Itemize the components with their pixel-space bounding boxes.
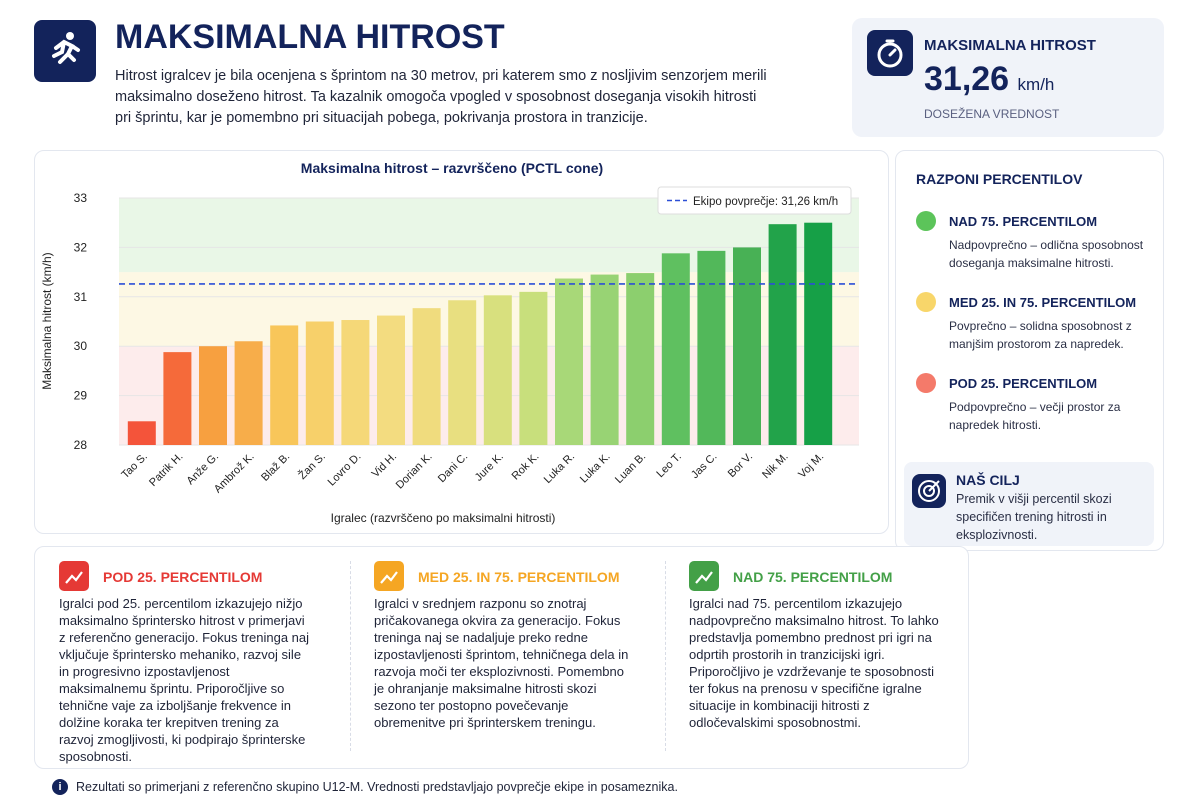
x-tick-label: Lovro D.	[326, 451, 364, 489]
percentiles-title: RAZPONI PERCENTILOV	[916, 171, 1083, 187]
x-tick-label: Žan S.	[296, 450, 328, 482]
note-text: Igralci pod 25. percentilom izkazujejo n…	[59, 596, 310, 764]
note-divider	[350, 561, 351, 751]
header-icon	[34, 20, 96, 82]
percentile-title: POD 25. PERCENTILOM	[949, 376, 1098, 391]
x-tick-label: Rok K.	[510, 451, 542, 483]
goal-text: Premik v višji percentil skozi specifiče…	[956, 492, 1112, 542]
page-title: MAKSIMALNA HITROST	[115, 18, 505, 56]
y-tick-label: 33	[74, 191, 88, 205]
note-icon	[689, 561, 719, 591]
bar	[768, 224, 797, 445]
percentile-text: Nadpovprečno – odlična sposobnost dosega…	[949, 238, 1144, 270]
notes-card: POD 25. PERCENTILOM Igralci pod 25. perce…	[34, 546, 969, 769]
summary-caption: DOSEŽENA VREDNOST	[924, 107, 1060, 121]
x-tick-label: Patrik H.	[147, 451, 185, 489]
bar	[697, 250, 726, 445]
page-description: Hitrost igralcev je bila ocenjena s špri…	[115, 68, 767, 126]
bar	[661, 253, 690, 445]
trend-icon	[695, 571, 713, 584]
x-tick-label: Tao S.	[119, 451, 150, 482]
note-icon	[59, 561, 89, 591]
target-icon	[912, 474, 946, 508]
note-icon	[374, 561, 404, 591]
summary-title: MAKSIMALNA HITROST	[924, 37, 1096, 54]
legend-box	[657, 186, 852, 215]
percentiles-card: RAZPONI PERCENTILOV NAD 75. PERCENTILOM N…	[895, 150, 1164, 551]
runner-icon	[52, 32, 80, 64]
summary-value-row: 31,26 km/h	[924, 60, 1054, 99]
x-tick-label: Luan B.	[613, 451, 648, 486]
y-tick-label: 28	[74, 438, 88, 452]
chart-title: Maksimalna hitrost – razvrščeno (PCTL co…	[301, 160, 603, 176]
summary-card: MAKSIMALNA HITROST 31,26 km/h DOSEŽENA V…	[852, 18, 1164, 137]
chart: Maksimalna hitrost – razvrščeno (PCTL co…	[40, 160, 859, 525]
percentile-dot	[916, 211, 936, 231]
footer-note: Rezultati so primerjani z referenčno sku…	[76, 780, 678, 794]
goal-title: NAŠ CILJ	[956, 472, 1020, 488]
x-tick-label: Jure K.	[473, 451, 506, 484]
bar	[590, 274, 619, 445]
percentile-text: Povprečno – solidna sposobnost z manjšim…	[949, 319, 1132, 351]
x-tick-label: Luka K.	[578, 451, 613, 486]
note-text: Igralci v srednjem razponu so znotraj pr…	[374, 596, 629, 730]
bar	[377, 315, 405, 445]
bar	[127, 421, 156, 445]
summary-unit: km/h	[1017, 75, 1055, 94]
y-tick-label: 32	[74, 240, 88, 254]
chart-card: Maksimalna hitrost – razvrščeno (PCTL co…	[34, 150, 889, 534]
stopwatch-icon	[867, 30, 913, 76]
bar	[733, 247, 761, 445]
bar	[519, 291, 548, 445]
y-tick-label: 29	[74, 389, 88, 403]
bar	[804, 222, 833, 445]
bar	[163, 352, 192, 445]
bar	[305, 321, 334, 445]
bar	[555, 278, 583, 445]
bar	[626, 273, 655, 445]
x-tick-label: Dorian K.	[394, 451, 435, 492]
note-divider	[665, 561, 666, 751]
percentile-dot	[916, 292, 936, 312]
note-title: MED 25. IN 75. PERCENTILOM	[418, 569, 620, 585]
goal-box: NAŠ CILJ Premik v višji percentil skozi …	[904, 462, 1154, 546]
y-axis-title: Maksimalna hitrost (km/h)	[40, 252, 54, 389]
info-icon: i	[52, 779, 68, 795]
x-tick-label: Vid H.	[370, 451, 400, 481]
x-tick-label: Voj M.	[796, 451, 826, 481]
x-tick-label: Nik M.	[760, 451, 791, 482]
bar	[483, 295, 512, 445]
x-tick-label: Anže G.	[185, 451, 222, 488]
percentile-dot	[916, 373, 936, 393]
note-text: Igralci nad 75. percentilom izkazujejo n…	[689, 596, 939, 730]
x-tick-label: Bor V.	[726, 451, 755, 480]
y-tick-label: 31	[74, 290, 88, 304]
x-tick-label: Leo T.	[654, 451, 684, 481]
x-tick-label: Jas C.	[689, 451, 720, 482]
bar	[341, 320, 370, 445]
y-tick-label: 30	[74, 339, 88, 353]
x-tick-label: Blaž B.	[259, 451, 292, 484]
trend-icon	[65, 571, 83, 584]
bar	[448, 300, 477, 445]
bar	[234, 341, 263, 445]
note-title: NAD 75. PERCENTILOM	[733, 569, 893, 585]
percentile-text: Podpovprečno – večji prostor za napredek…	[949, 400, 1121, 432]
summary-value: 31,26	[924, 60, 1010, 98]
note-title: POD 25. PERCENTILOM	[103, 569, 263, 585]
percentile-title: NAD 75. PERCENTILOM	[949, 214, 1098, 229]
percentile-title: MED 25. IN 75. PERCENTILOM	[949, 295, 1137, 310]
trend-icon	[380, 571, 398, 584]
bar	[412, 308, 441, 445]
bar	[199, 346, 227, 445]
x-axis-title: Igralec (razvrščeno po maksimalni hitros…	[331, 511, 556, 525]
bar	[270, 325, 299, 445]
x-tick-label: Luka R.	[542, 451, 577, 486]
x-tick-label: Dani C.	[436, 451, 470, 485]
legend-label: Ekipo povprečje: 31,26 km/h	[693, 196, 838, 208]
